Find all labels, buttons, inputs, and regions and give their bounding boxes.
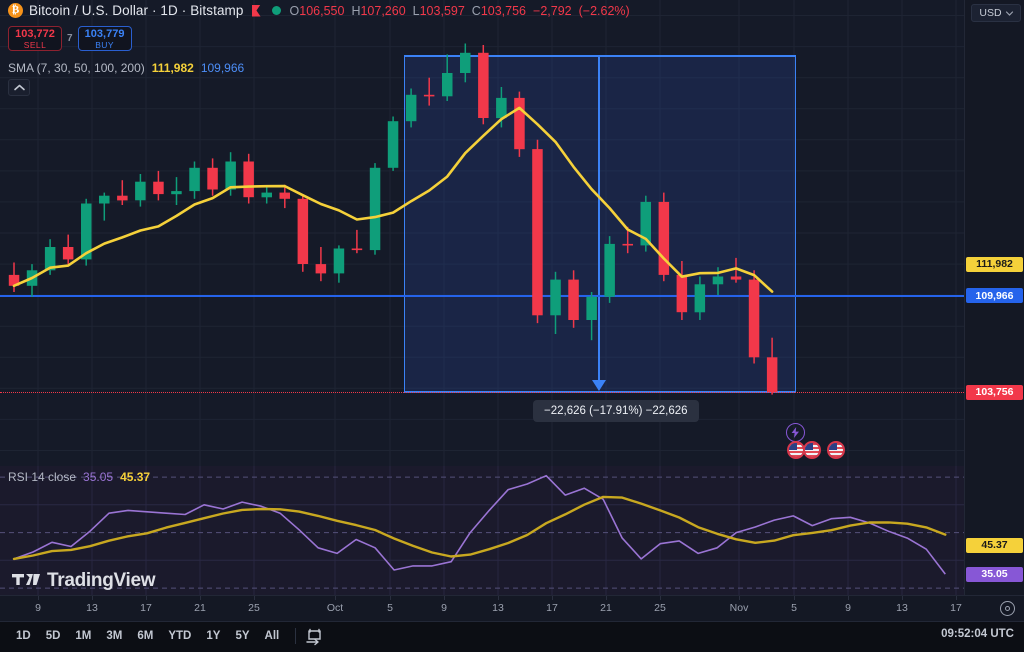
sell-price: 103,772 [15, 28, 55, 40]
date-range-icon[interactable] [306, 628, 323, 645]
buy-label: BUY [95, 40, 114, 50]
rsi-legend[interactable]: RSI 14 close 35.05 45.37 [8, 470, 150, 484]
ohlc-high-value: 107,260 [360, 3, 406, 18]
sell-button[interactable]: 103,772 SELL [8, 26, 62, 51]
ohlc-open-value: 106,550 [299, 3, 345, 18]
time-axis-label: 17 [950, 602, 962, 614]
rsi-purple-pill[interactable]: 35.05 [966, 566, 1023, 582]
tradingview-logo [12, 574, 40, 585]
rsi-purple-value: 35.05 [83, 470, 114, 484]
time-axis-label: 9 [35, 602, 41, 614]
sma-blue-price-pill[interactable]: 109,966 [966, 288, 1023, 304]
market-open-dot [271, 6, 281, 15]
rsi-pane[interactable] [0, 466, 964, 595]
range-button-ytd[interactable]: YTD [168, 630, 192, 642]
rsi-yellow-pill[interactable]: 45.37 [966, 537, 1023, 553]
utc-clock: 09:52:04 UTC [941, 628, 1014, 640]
time-axis-label: Oct [326, 602, 344, 614]
tradingview-wordmark: TradingView [47, 570, 156, 591]
us-flag-icon[interactable] [803, 441, 821, 459]
last-price-line [0, 392, 964, 393]
range-button-6m[interactable]: 6M [137, 630, 154, 642]
ohlc-low-value: 103,597 [419, 3, 465, 18]
time-axis-label: 21 [600, 602, 612, 614]
measure-arrow-shaft [598, 55, 600, 380]
sma-blue-level-line [0, 294, 964, 297]
ohlc-change: −2,792 [533, 3, 572, 18]
last-price-pill[interactable]: 103,756 [966, 384, 1023, 400]
range-button-3m[interactable]: 3M [106, 630, 123, 642]
time-axis-label: 5 [791, 602, 797, 614]
range-button-5d[interactable]: 5D [45, 630, 61, 642]
range-button-5y[interactable]: 5Y [235, 630, 250, 642]
bottom-toolbar [0, 621, 1024, 652]
time-axis-label: 17 [546, 602, 558, 614]
currency-label: USD [979, 7, 1002, 19]
red-flag-icon [251, 4, 261, 17]
time-axis-label: 9 [845, 602, 851, 614]
ohlc-change-percent: (−2.62%) [578, 3, 630, 18]
selection-right-edge[interactable] [795, 55, 796, 393]
selection-left-edge[interactable] [404, 55, 405, 393]
time-axis-label: 9 [441, 602, 447, 614]
sma-blue-value: 109,966 [200, 61, 245, 75]
time-axis-label: 21 [194, 602, 206, 614]
sma-legend-label: SMA (7, 30, 50, 100, 200) [8, 61, 145, 75]
ohlc-low-key: L [412, 3, 420, 18]
clock-settings-icon[interactable] [1000, 601, 1015, 616]
spread-value: 7 [67, 33, 73, 44]
chart-header: ₿ Bitcoin / U.S. Dollar · 1D · Bitstamp … [8, 3, 630, 18]
symbol-title[interactable]: Bitcoin / U.S. Dollar · 1D · Bitstamp [29, 3, 244, 18]
sell-label: SELL [23, 40, 47, 50]
time-axis-label: 25 [654, 602, 666, 614]
rsi-yellow-value: 45.37 [120, 470, 151, 484]
buy-button[interactable]: 103,779 BUY [77, 26, 132, 51]
ohlc-close-key: C [471, 3, 481, 18]
down-arrow-icon [592, 380, 606, 391]
sma-yellow-price-pill[interactable]: 111,982 [966, 256, 1023, 272]
ohlc-open-key: O [289, 3, 300, 18]
time-axis-label: 25 [248, 602, 260, 614]
time-axis-label: Nov [729, 602, 749, 614]
measurement-tooltip: −22,626 (−17.91%) −22,626 [533, 400, 699, 422]
sma-yellow-value: 111,982 [151, 61, 194, 75]
time-axis-label: 13 [896, 602, 908, 614]
time-axis-label: 13 [86, 602, 98, 614]
tradingview-watermark: TradingView [12, 570, 156, 592]
buy-price: 103,779 [84, 28, 125, 40]
sma-legend[interactable]: SMA (7, 30, 50, 100, 200) 111,982 109,96… [8, 61, 244, 75]
range-button-1m[interactable]: 1M [75, 630, 92, 642]
range-buttons: 1D 5D 1M 3M 6M YTD 1Y 5Y All [10, 627, 323, 645]
time-axis-label: 17 [140, 602, 152, 614]
us-flag-icon[interactable] [827, 441, 845, 459]
time-axis-label: 5 [387, 602, 393, 614]
ohlc-values: O106,550 H107,260 L103,597 C103,756 −2,7… [290, 4, 630, 18]
ohlc-close-value: 103,756 [480, 3, 527, 18]
bitcoin-icon: ₿ [8, 3, 23, 18]
chevron-up-icon[interactable] [8, 79, 30, 96]
us-flag-icon[interactable] [787, 441, 805, 459]
range-button-1y[interactable]: 1Y [206, 630, 221, 642]
chevron-down-icon [1005, 10, 1013, 16]
trade-buttons: 103,772 SELL 7 103,779 BUY [8, 26, 132, 51]
time-axis-label: 13 [492, 602, 504, 614]
rsi-legend-label: RSI 14 close [8, 470, 77, 484]
range-button-1d[interactable]: 1D [16, 630, 31, 642]
currency-selector[interactable]: USD [971, 4, 1021, 22]
ohlc-high-key: H [351, 3, 361, 18]
time-axis[interactable]: 9 13 17 21 25 Oct 5 9 13 17 21 25 Nov 5 9 13 17 [0, 595, 1024, 621]
range-button-all[interactable]: All [264, 630, 280, 642]
